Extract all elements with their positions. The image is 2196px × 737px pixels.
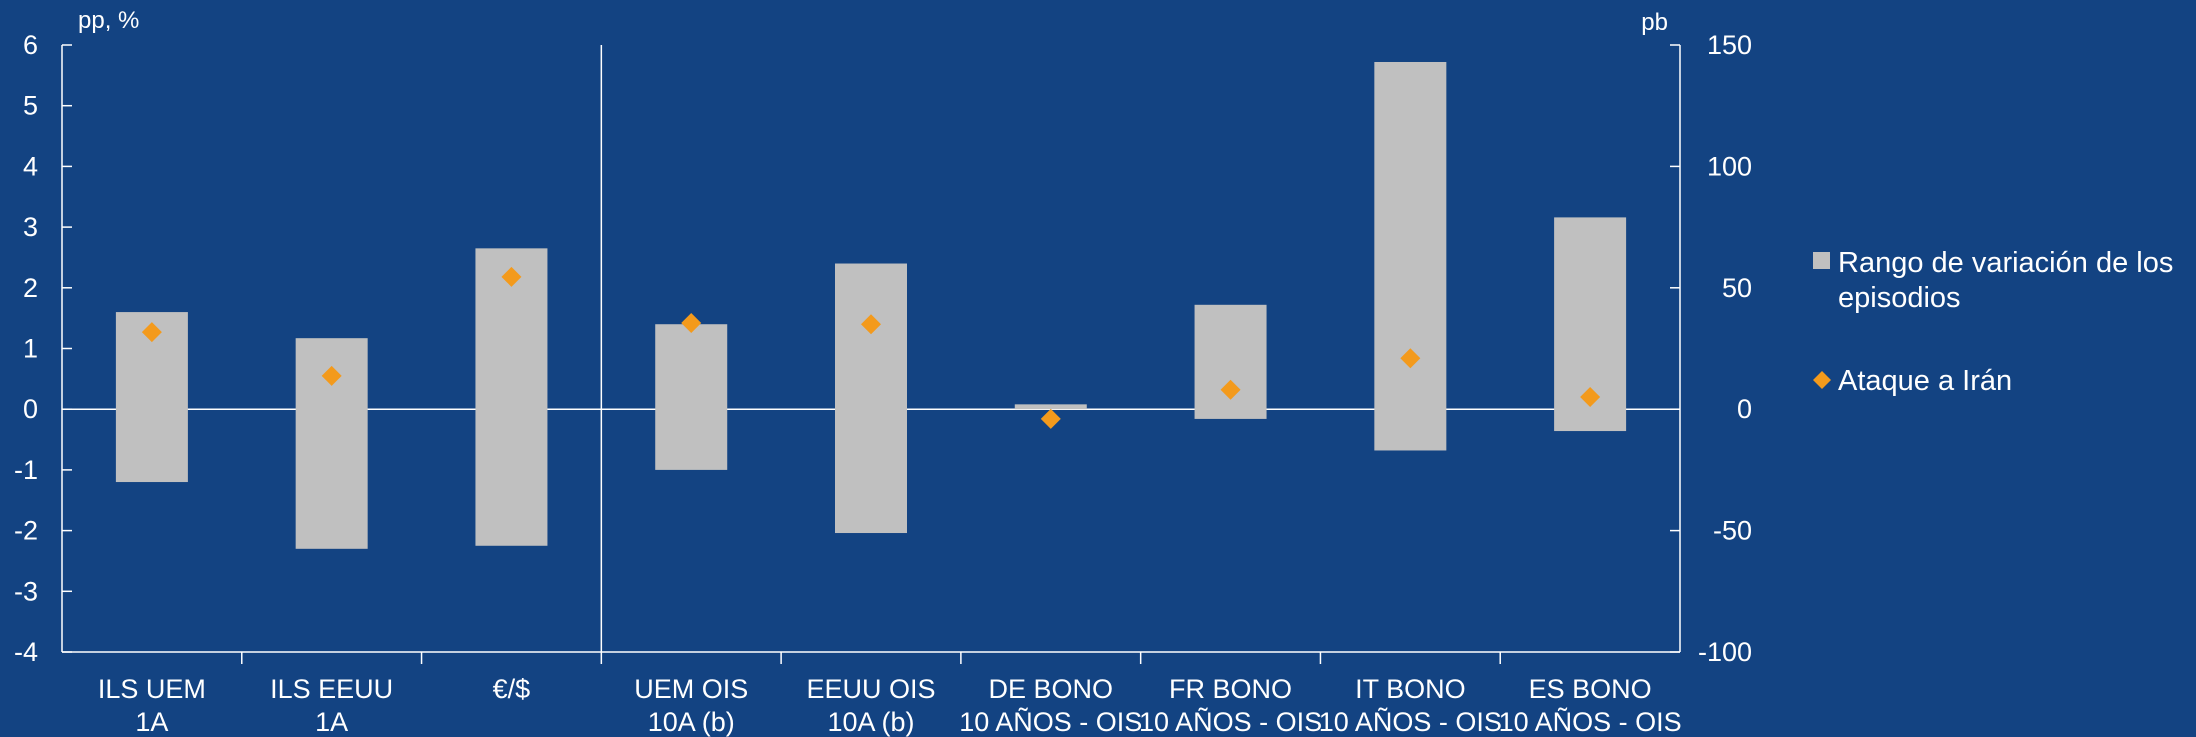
left-axis-tick-label: 1 <box>23 334 38 364</box>
left-axis-tick-label: 4 <box>23 151 38 181</box>
diamond-marker <box>501 266 522 287</box>
category-label: 10A (b) <box>827 707 914 737</box>
legend-label: Ataque a Irán <box>1838 365 2012 397</box>
diamond-marker <box>141 322 162 343</box>
category-label: 10A (b) <box>648 707 735 737</box>
range-bars <box>115 61 1627 549</box>
diamond-marker <box>321 365 342 386</box>
category-label: IT BONO <box>1355 674 1466 704</box>
category-label: 10 AÑOS - OIS <box>1139 706 1322 737</box>
left-axis-tick-label: -2 <box>14 516 38 546</box>
diamond-marker <box>1040 408 1061 429</box>
axis-labels: -4 -3 -2 -1 0 1 2 3 4 5 6 pp, % -100 -50 0 50 100 150 pb IL… <box>14 7 1752 737</box>
left-axis-tick-label: 0 <box>23 394 38 424</box>
range-bar <box>655 324 728 470</box>
category-label: 10 AÑOS - OIS <box>1499 706 1682 737</box>
legend-swatch-square <box>1813 252 1830 269</box>
right-axis-tick-label: 0 <box>1737 394 1752 424</box>
legend-label: episodios <box>1838 282 1961 314</box>
diamond-marker <box>681 313 702 334</box>
left-axis-tick-label: 2 <box>23 273 38 303</box>
category-label: EEUU OIS <box>806 674 935 704</box>
range-bar <box>1194 304 1267 419</box>
legend-swatch-diamond <box>1813 371 1831 389</box>
right-axis-tick-label: 50 <box>1722 273 1752 303</box>
left-axis-tick-label: -3 <box>14 576 38 606</box>
category-label: ES BONO <box>1529 674 1652 704</box>
left-axis-tick-label: 3 <box>23 212 38 242</box>
right-axis-tick-label: 150 <box>1707 30 1752 60</box>
left-axis-unit: pp, % <box>78 7 139 34</box>
left-axis-tick-label: -1 <box>14 455 38 485</box>
right-axis-tick-label: 100 <box>1707 151 1752 181</box>
diamond-marker <box>1220 379 1241 400</box>
category-label: 10 AÑOS - OIS <box>959 706 1142 737</box>
range-bar <box>1374 61 1447 451</box>
category-label: 10 AÑOS - OIS <box>1319 706 1502 737</box>
diamond-marker <box>1580 387 1601 408</box>
range-bar <box>835 263 907 534</box>
category-label: FR BONO <box>1169 674 1292 704</box>
diamond-marker <box>861 314 881 335</box>
category-label: UEM OIS <box>634 674 748 704</box>
category-label: €/$ <box>493 674 531 704</box>
category-label: DE BONO <box>989 674 1114 704</box>
right-axis-tick-label: -100 <box>1698 637 1752 667</box>
right-axis-tick-label: -50 <box>1713 516 1752 546</box>
category-label: 1A <box>315 707 348 737</box>
category-label: ILS EEUU <box>270 674 393 704</box>
left-axis-tick-label: -4 <box>14 637 38 667</box>
left-axis-tick-label: 6 <box>23 30 38 60</box>
category-label: 1A <box>135 707 168 737</box>
legend-label: Rango de variación de los <box>1838 247 2173 279</box>
left-axis-tick-label: 5 <box>23 91 38 121</box>
right-axis-unit: pb <box>1641 9 1668 36</box>
diamond-markers <box>141 266 1601 429</box>
range-bar <box>1014 404 1087 410</box>
diamond-marker <box>1400 348 1421 369</box>
category-label: ILS UEM <box>98 674 206 704</box>
range-bar <box>475 248 548 546</box>
